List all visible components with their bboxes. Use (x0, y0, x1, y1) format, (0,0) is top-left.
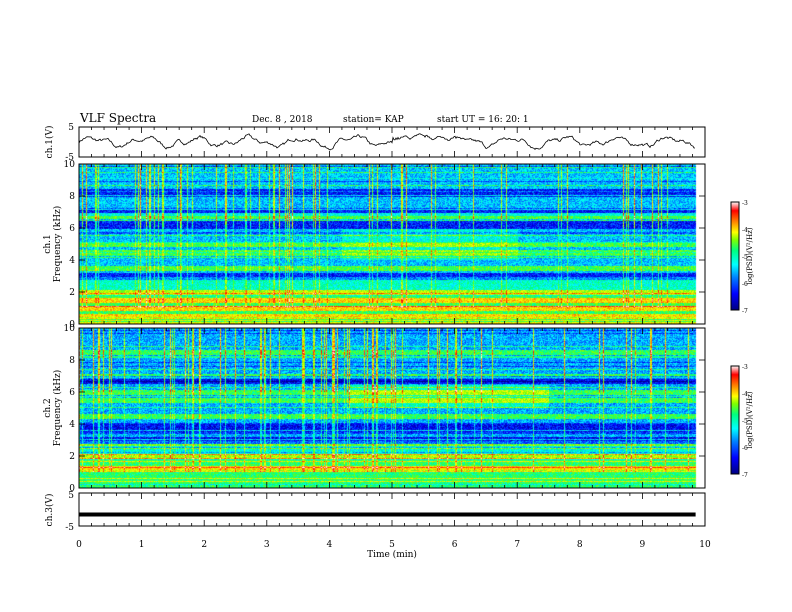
ch1-colorbar-gradient (731, 202, 739, 310)
date-label: Dec. 8 , 2018 (252, 115, 313, 125)
ch2-spectrogram-ylabel-line2: Frequency (kHz) (52, 370, 63, 447)
time-tick-label: 9 (640, 540, 646, 550)
ch2-spectrogram-panel: 0 2 4 6 8 10 ch.2 Frequency (kHz) (43, 324, 706, 494)
ch1-waveform-ylabel: ch.1(V) (44, 126, 55, 159)
ch2-spectrogram-canvas (79, 328, 705, 488)
ch1-spectrogram-ylabel-line2: Frequency (kHz) (52, 206, 63, 283)
ch1-colorbar-label: log(PSD)(V²/Hz) (746, 227, 754, 284)
colorbar-tick-label: -7 (742, 472, 748, 479)
frequency-tick-label: 0 (69, 320, 75, 330)
time-tick-label: 0 (76, 540, 82, 550)
time-tick-label: 7 (514, 540, 520, 550)
frequency-tick-label: 4 (69, 256, 75, 266)
ch3-waveform-panel: 5 -5 ch.3(V) (44, 491, 706, 533)
time-tick-label: 5 (389, 540, 395, 550)
ch1-ytick-top: 5 (68, 123, 74, 133)
time-axis-ticks: 0 1 2 3 4 5 6 7 8 9 10 (76, 127, 711, 550)
ch3-waveform-ylabel: ch.3(V) (44, 494, 55, 527)
ch1-spectrogram-ylabel-line1: ch.1 (43, 234, 53, 253)
ch1-colorbar: -3 -4 -5 -6 -7 log(PSD)(V²/Hz) (730, 200, 754, 315)
frequency-tick-label: 2 (69, 288, 75, 298)
frequency-tick-label: 4 (69, 420, 75, 430)
time-tick-label: 10 (699, 540, 711, 550)
colorbar-tick-label: -5 (742, 418, 748, 425)
frequency-tick-label: 0 (69, 484, 75, 494)
time-tick-label: 3 (264, 540, 270, 550)
colorbar-tick-label: -5 (742, 254, 748, 261)
colorbar-tick-label: -6 (742, 281, 748, 288)
colorbar-tick-label: -3 (742, 200, 748, 207)
frequency-tick-label: 6 (69, 388, 75, 398)
ch2-colorbar-frame (730, 365, 740, 475)
ch2-spectrogram-image-holder (79, 328, 705, 488)
ch1-waveform-panel: 5 -5 ch.1(V) (44, 123, 706, 163)
ch1-waveform-trace (78, 133, 695, 151)
ch3-ytick-bottom: -5 (65, 523, 74, 533)
ch2-colorbar-label: log(PSD)(V²/Hz) (746, 391, 754, 448)
colorbar-tick-label: -4 (742, 391, 748, 398)
station-label: station= KAP (343, 115, 404, 125)
time-tick-label: 6 (452, 540, 458, 550)
frequency-tick-label: 8 (69, 356, 75, 366)
time-tick-label: 1 (139, 540, 145, 550)
ch3-ytick-top: 5 (68, 491, 74, 501)
frequency-tick-label: 10 (64, 324, 76, 334)
ch2-spectrogram-yticks: 0 2 4 6 8 10 (64, 324, 705, 494)
time-tick-label: 8 (577, 540, 583, 550)
colorbar-tick-label: -6 (742, 445, 748, 452)
time-tick-label: 2 (201, 540, 207, 550)
start-time-label: start UT = 16: 20: 1 (437, 115, 529, 125)
ch1-colorbar-ticks: -3 -4 -5 -6 -7 (742, 200, 748, 315)
colorbar-tick-label: -4 (742, 227, 748, 234)
time-tick-label: 4 (327, 540, 333, 550)
time-axis-label: Time (min) (367, 549, 417, 560)
ch1-spectrogram-yticks: 0 2 4 6 8 10 (64, 160, 705, 330)
figure-title: VLF Spectra (79, 111, 156, 125)
ch1-colorbar-frame (730, 201, 740, 311)
ch2-spectrogram-ylabel-line1: ch.2 (43, 398, 53, 417)
frequency-tick-label: 6 (69, 224, 75, 234)
colorbar-tick-label: -3 (742, 364, 748, 371)
ch2-colorbar-gradient (731, 366, 739, 474)
frequency-tick-label: 8 (69, 192, 75, 202)
frequency-tick-label: 2 (69, 452, 75, 462)
ch1-spectrogram-image-holder (79, 164, 705, 324)
ch1-ytick-bottom: -5 (65, 153, 74, 163)
ch2-colorbar: -3 -4 -5 -6 -7 log(PSD)(V²/Hz) (730, 364, 754, 479)
ch2-colorbar-ticks: -3 -4 -5 -6 -7 (742, 364, 748, 479)
ch1-spectrogram-canvas (79, 164, 705, 324)
ch1-spectrogram-panel: 0 2 4 6 8 10 ch.1 Frequency (kHz) (43, 160, 706, 330)
colorbar-tick-label: -7 (742, 308, 748, 315)
frequency-tick-label: 10 (64, 160, 76, 170)
